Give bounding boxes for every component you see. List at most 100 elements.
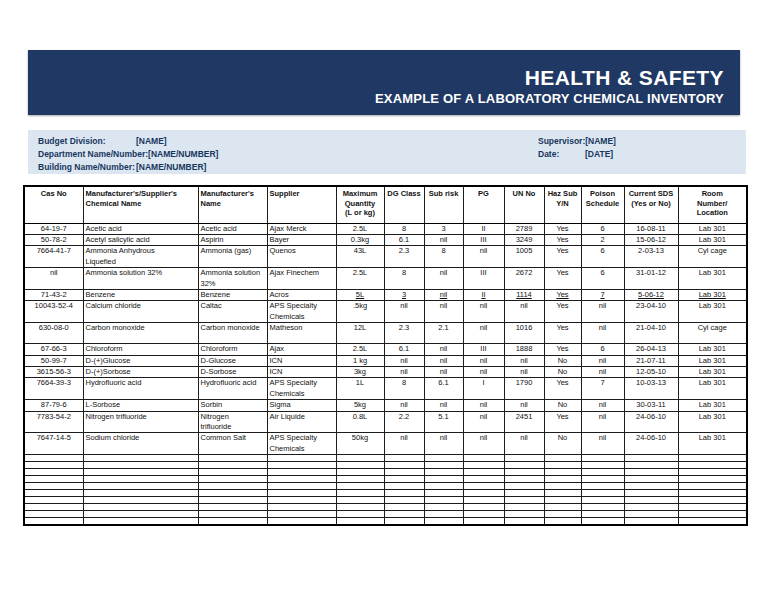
- info-panel: Budget Division:[NAME]Department Name/Nu…: [28, 130, 746, 174]
- empty-cell: [581, 483, 624, 490]
- cell: Calcium chloride: [83, 301, 198, 323]
- info-right-fields: Supervisor:[NAME]Date:[DATE]: [538, 135, 616, 161]
- cell: 67-66-3: [24, 344, 83, 355]
- cell: Yes: [544, 378, 581, 400]
- empty-cell: [336, 469, 384, 476]
- empty-cell: [463, 490, 504, 497]
- cell: 2-03-13: [624, 246, 678, 268]
- empty-cell: [544, 455, 581, 462]
- cell: 30-03-11: [624, 400, 678, 411]
- column-header: DG Class: [384, 186, 424, 223]
- empty-cell: [504, 462, 544, 469]
- empty-cell: [83, 511, 198, 518]
- cell: Lab 301: [678, 411, 747, 433]
- empty-cell: [267, 504, 336, 511]
- empty-table-row: [24, 490, 747, 497]
- info-field-label: Building Name/Number:: [38, 161, 136, 174]
- cell: Acros: [267, 289, 336, 300]
- cell: nil: [24, 268, 83, 290]
- cell: nil: [463, 366, 504, 377]
- cell: 5L: [336, 289, 384, 300]
- empty-cell: [336, 476, 384, 483]
- cell: Yes: [544, 411, 581, 433]
- cell: Yes: [544, 289, 581, 300]
- cell: 87-79-6: [24, 400, 83, 411]
- cell: nil: [581, 323, 624, 344]
- cell: 8: [384, 378, 424, 400]
- cell: Lab 301: [678, 433, 747, 455]
- cell: nil: [463, 246, 504, 268]
- cell: nil: [384, 355, 424, 366]
- cell: 12-05-10: [624, 366, 678, 377]
- empty-cell: [624, 518, 678, 525]
- empty-cell: [463, 462, 504, 469]
- empty-cell: [624, 511, 678, 518]
- empty-cell: [384, 518, 424, 525]
- cell: Cyl cage: [678, 323, 747, 344]
- cell: 6: [581, 246, 624, 268]
- column-header: Room Number/ Location: [678, 186, 747, 223]
- column-header: Manufacturer's/Supplier's Chemical Name: [83, 186, 198, 223]
- info-field-label: Budget Division:: [38, 135, 136, 148]
- cell: Yes: [544, 323, 581, 344]
- cell: nil: [384, 433, 424, 455]
- empty-cell: [624, 469, 678, 476]
- cell: 24-06-10: [624, 433, 678, 455]
- cell: 24-06-10: [624, 411, 678, 433]
- cell: Acetic acid: [83, 223, 198, 234]
- cell: 15-06-12: [624, 234, 678, 245]
- empty-cell: [198, 490, 267, 497]
- empty-cell: [463, 483, 504, 490]
- document-title: HEALTH & SAFETY: [525, 66, 724, 90]
- empty-cell: [267, 511, 336, 518]
- cell: 31-01-12: [624, 268, 678, 290]
- empty-table-row: [24, 511, 747, 518]
- column-header: Maximum Quantity (L or kg): [336, 186, 384, 223]
- table-row: 3615-56-3D-(+)SorboseD-SorboseICN3kgniln…: [24, 366, 747, 377]
- empty-table-row: [24, 476, 747, 483]
- column-header: PG: [463, 186, 504, 223]
- cell: 7647-14-5: [24, 433, 83, 455]
- cell: 7664-41-7: [24, 246, 83, 268]
- cell: Lab 301: [678, 355, 747, 366]
- cell: Sigma: [267, 400, 336, 411]
- column-header: Cas No: [24, 186, 83, 223]
- empty-cell: [424, 504, 463, 511]
- cell: II: [463, 223, 504, 234]
- empty-cell: [336, 511, 384, 518]
- empty-cell: [198, 511, 267, 518]
- cell: 2: [581, 234, 624, 245]
- empty-cell: [544, 476, 581, 483]
- cell: Lab 301: [678, 289, 747, 300]
- cell: Nitrogen trifluoride: [83, 411, 198, 433]
- empty-cell: [424, 483, 463, 490]
- empty-cell: [504, 483, 544, 490]
- cell: 2.5L: [336, 268, 384, 290]
- cell: 6: [581, 223, 624, 234]
- cell: APS Specialty Chemicals: [267, 378, 336, 400]
- cell: 3: [384, 289, 424, 300]
- info-field: Building Name/Number:[NAME/NUMBER]: [38, 161, 746, 174]
- empty-cell: [267, 490, 336, 497]
- column-header: Sub risk: [424, 186, 463, 223]
- empty-cell: [424, 476, 463, 483]
- cell: Acetic acid: [198, 223, 267, 234]
- empty-cell: [24, 518, 83, 525]
- empty-table-row: [24, 504, 747, 511]
- empty-cell: [24, 462, 83, 469]
- cell: Lab 301: [678, 400, 747, 411]
- info-field-value: [NAME]: [585, 135, 616, 148]
- table-row: 64-19-7Acetic acidAcetic acidAjax Merck2…: [24, 223, 747, 234]
- cell: 2.3: [384, 246, 424, 268]
- empty-cell: [267, 469, 336, 476]
- cell: 64-19-7: [24, 223, 83, 234]
- cell: Benzene: [198, 289, 267, 300]
- empty-cell: [198, 469, 267, 476]
- cell: Nitrogen trifluoride: [198, 411, 267, 433]
- empty-cell: [624, 497, 678, 504]
- cell: nil: [463, 400, 504, 411]
- cell: 1114: [504, 289, 544, 300]
- cell: No: [544, 433, 581, 455]
- cell: 5kg: [336, 400, 384, 411]
- empty-cell: [678, 462, 747, 469]
